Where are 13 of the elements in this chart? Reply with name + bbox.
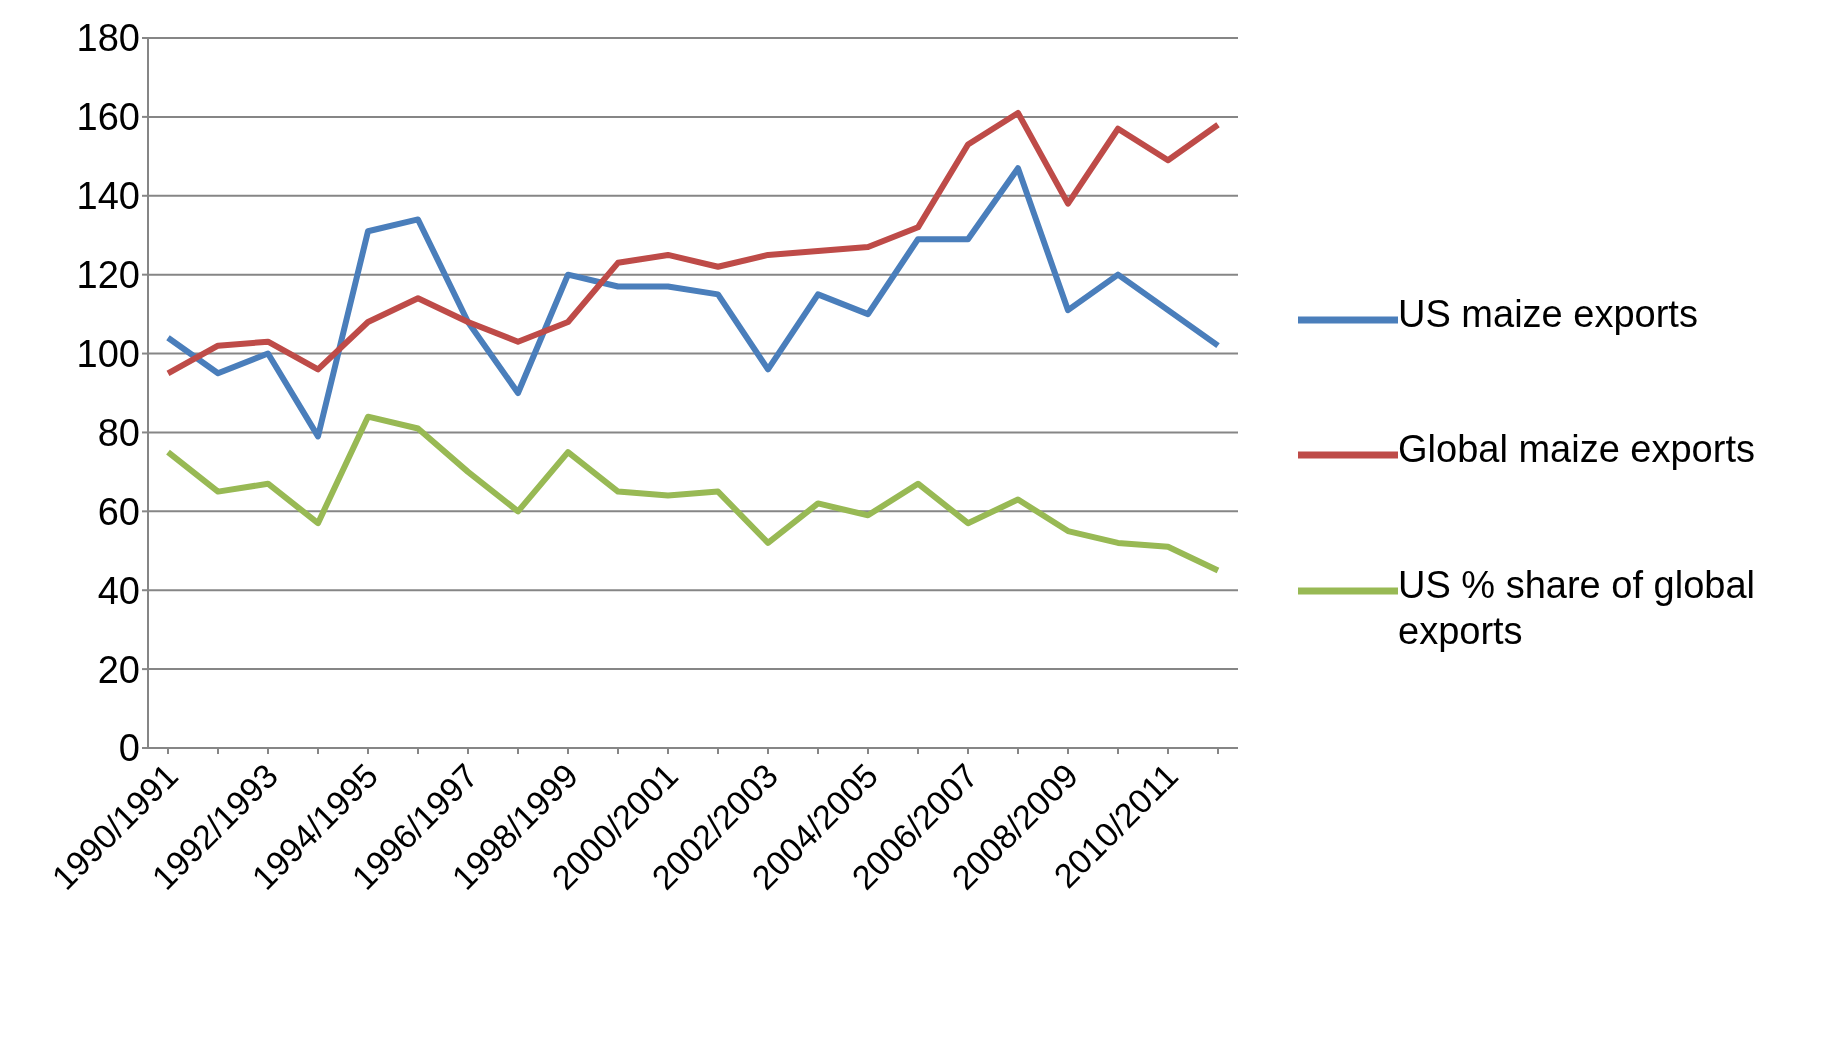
y-tick-label: 40	[97, 569, 140, 612]
y-tick-label: 80	[97, 411, 140, 454]
y-tick-label: 140	[76, 175, 140, 218]
legend-label: Global maize exports	[1398, 427, 1755, 473]
y-tick-label: 160	[76, 96, 140, 139]
y-tick-label: 180	[76, 17, 140, 60]
legend-label: US maize exports	[1398, 291, 1698, 337]
y-tick-label: 20	[97, 648, 140, 691]
y-tick-label: 0	[118, 727, 140, 770]
y-tick-label: 120	[76, 254, 140, 297]
y-tick-label: 100	[76, 333, 140, 376]
legend-label: US % share of global exports	[1398, 563, 1756, 654]
y-tick-label: 60	[97, 490, 140, 533]
